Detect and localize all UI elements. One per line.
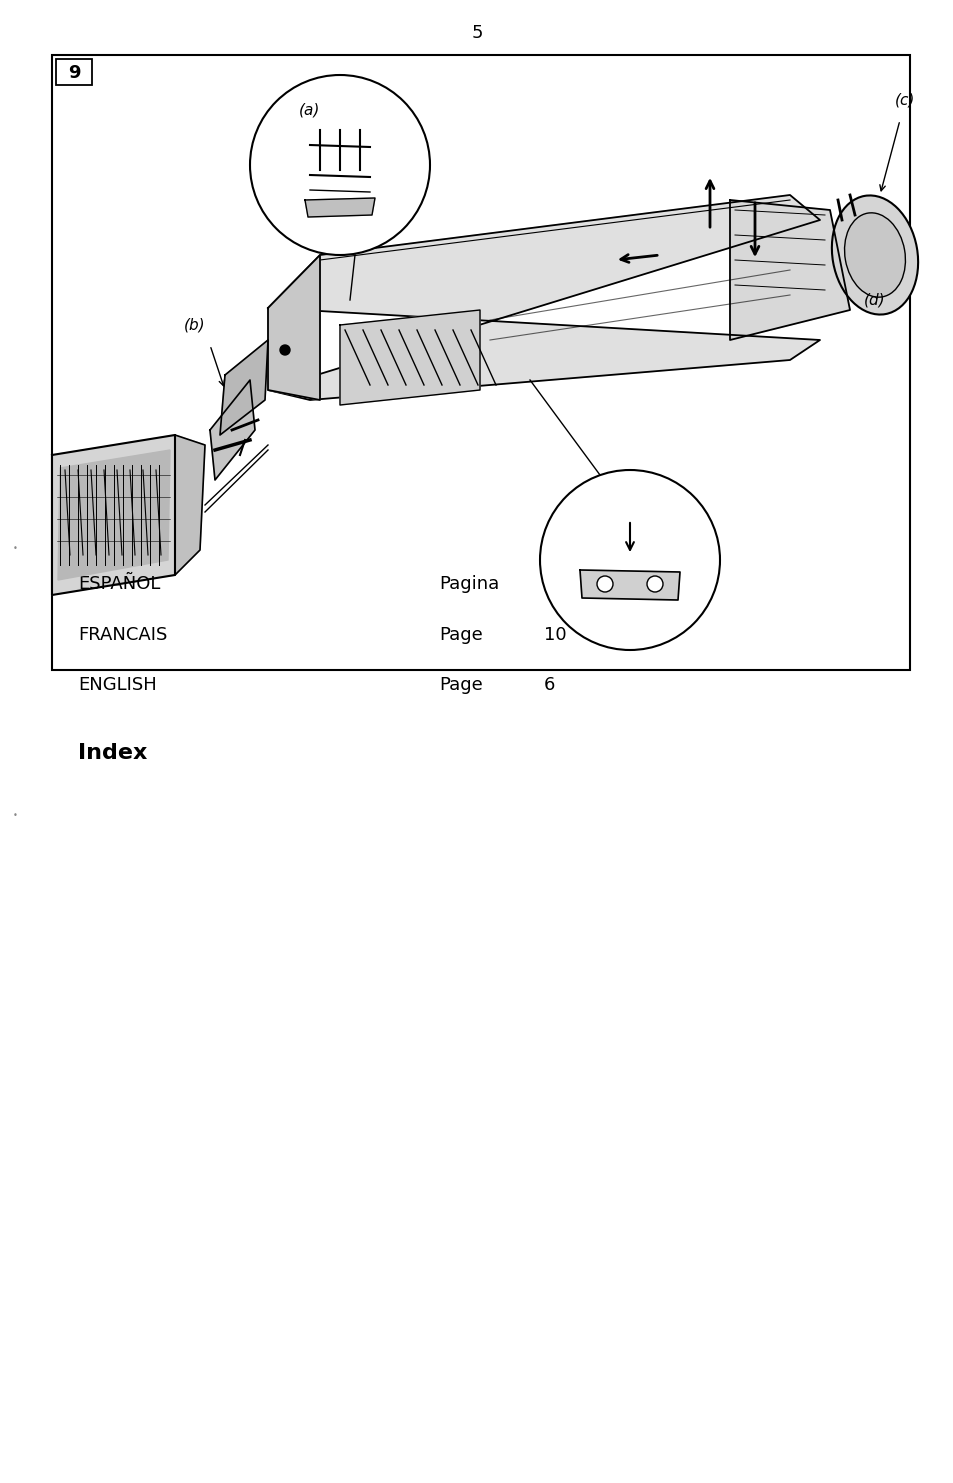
Polygon shape — [339, 310, 479, 405]
Bar — [52, 55, 909, 670]
Text: 16: 16 — [543, 575, 566, 593]
Ellipse shape — [831, 196, 917, 314]
Ellipse shape — [843, 214, 904, 297]
Text: (b): (b) — [184, 317, 206, 332]
Text: 9: 9 — [68, 64, 80, 82]
Text: •: • — [12, 544, 17, 553]
Text: 10: 10 — [543, 626, 566, 644]
Circle shape — [539, 470, 720, 650]
Text: FRANCAIS: FRANCAIS — [78, 626, 168, 644]
Text: ESPAÑOL: ESPAÑOL — [78, 575, 160, 593]
Text: 5: 5 — [471, 24, 482, 42]
Polygon shape — [579, 569, 679, 601]
Text: •: • — [12, 811, 17, 820]
Polygon shape — [174, 435, 205, 575]
Text: (d): (d) — [863, 292, 885, 307]
Polygon shape — [268, 194, 820, 400]
Text: 6: 6 — [543, 676, 555, 694]
Polygon shape — [729, 200, 849, 340]
Text: ENGLISH: ENGLISH — [78, 676, 157, 694]
Polygon shape — [52, 435, 174, 595]
Text: Index: Index — [78, 743, 148, 764]
Circle shape — [646, 575, 662, 592]
Text: Pagina: Pagina — [438, 575, 498, 593]
Text: Page: Page — [438, 626, 482, 644]
Text: (a): (a) — [299, 102, 320, 117]
Circle shape — [250, 76, 430, 255]
Polygon shape — [305, 199, 375, 217]
Circle shape — [597, 575, 613, 592]
Polygon shape — [268, 255, 319, 400]
Polygon shape — [210, 380, 254, 480]
Polygon shape — [58, 449, 170, 580]
Circle shape — [280, 346, 290, 354]
Text: Page: Page — [438, 676, 482, 694]
Text: (c): (c) — [894, 92, 914, 107]
Polygon shape — [220, 340, 268, 435]
Bar — [56, 59, 91, 85]
